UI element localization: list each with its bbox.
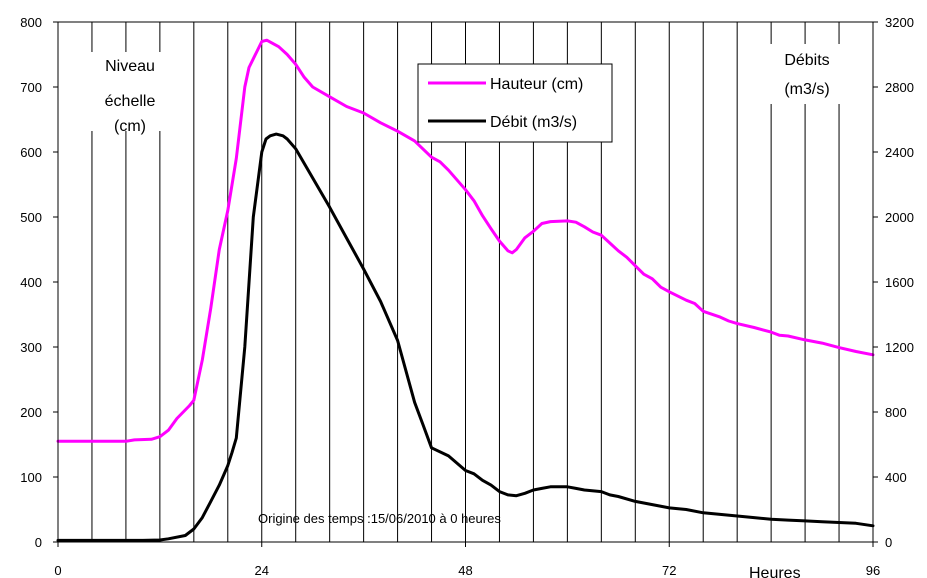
x-tick-label: 24 — [255, 563, 269, 578]
y-right-tick-label: 2000 — [885, 210, 914, 225]
y-right-tick-label: 2400 — [885, 145, 914, 160]
y-left-tick-label: 300 — [20, 340, 42, 355]
y-left-tick-label: 600 — [20, 145, 42, 160]
x-axis-label: Heures — [749, 565, 801, 578]
y-left-tick-label: 700 — [20, 80, 42, 95]
y-left-tick-label: 800 — [20, 15, 42, 30]
legend: Hauteur (cm) Débit (m3/s) — [417, 63, 613, 143]
legend-label-debit: Débit (m3/s) — [490, 114, 577, 131]
series-group — [56, 38, 875, 542]
x-tick-label: 48 — [458, 563, 472, 578]
y-right-tick-label: 400 — [885, 470, 907, 485]
left-axis-label-line2: échelle — [105, 93, 156, 110]
x-tick-label: 72 — [662, 563, 676, 578]
left-axis-label-line3: (cm) — [114, 118, 146, 135]
left-axis-label-line1: Niveau — [105, 58, 155, 75]
time-origin-note: Origine des temps :15/06/2010 à 0 heures — [258, 511, 501, 526]
y-left-tick-label: 400 — [20, 275, 42, 290]
legend-label-hauteur: Hauteur (cm) — [490, 76, 583, 93]
y-left-tick-label: 500 — [20, 210, 42, 225]
series-line-hauteur — [56, 38, 875, 443]
y-left-tick-label: 100 — [20, 470, 42, 485]
y-left-tick-label: 0 — [35, 535, 42, 550]
y-right-tick-label: 0 — [885, 535, 892, 550]
y-right-tick-label: 1600 — [885, 275, 914, 290]
right-axis-label-box — [768, 44, 848, 104]
y-right-tick-label: 2800 — [885, 80, 914, 95]
right-axis-label-line2: (m3/s) — [784, 81, 829, 98]
y-right-tick-label: 3200 — [885, 15, 914, 30]
right-axis-label-line1: Débits — [784, 52, 829, 69]
legend-box — [417, 63, 613, 143]
left-axis-label-box — [90, 52, 170, 131]
ticks: 0 24 48 72 96 0 100 200 300 400 500 600 700 800 0 400 80… — [20, 15, 914, 578]
y-left-tick-label: 200 — [20, 405, 42, 420]
x-tick-label: 96 — [866, 563, 880, 578]
series-line-debit — [56, 132, 875, 542]
y-right-tick-label: 1200 — [885, 340, 914, 355]
y-right-tick-label: 800 — [885, 405, 907, 420]
x-tick-label: 0 — [54, 563, 61, 578]
